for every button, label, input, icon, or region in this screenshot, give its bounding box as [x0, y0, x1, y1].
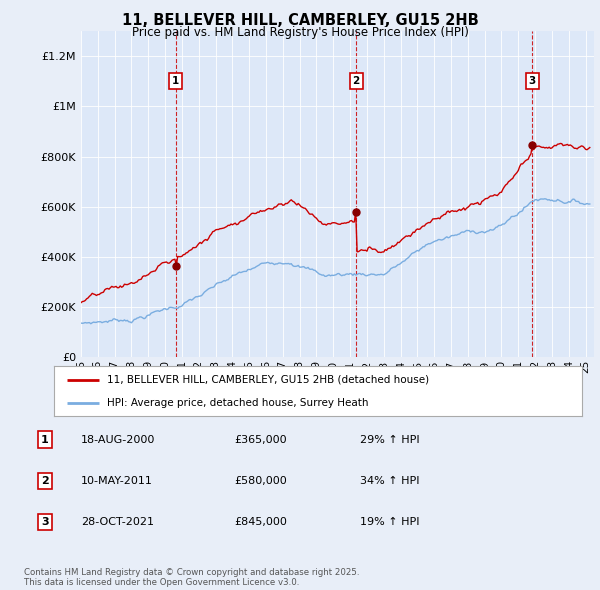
Text: Price paid vs. HM Land Registry's House Price Index (HPI): Price paid vs. HM Land Registry's House … — [131, 26, 469, 39]
Text: 10-MAY-2011: 10-MAY-2011 — [81, 476, 153, 486]
Text: 2: 2 — [353, 76, 360, 86]
Text: 29% ↑ HPI: 29% ↑ HPI — [360, 435, 419, 444]
Text: £580,000: £580,000 — [234, 476, 287, 486]
Text: 3: 3 — [529, 76, 536, 86]
Text: HPI: Average price, detached house, Surrey Heath: HPI: Average price, detached house, Surr… — [107, 398, 368, 408]
Text: 28-OCT-2021: 28-OCT-2021 — [81, 517, 154, 527]
Text: 1: 1 — [172, 76, 179, 86]
Text: 34% ↑ HPI: 34% ↑ HPI — [360, 476, 419, 486]
Text: £365,000: £365,000 — [234, 435, 287, 444]
Text: Contains HM Land Registry data © Crown copyright and database right 2025.
This d: Contains HM Land Registry data © Crown c… — [24, 568, 359, 587]
Text: 11, BELLEVER HILL, CAMBERLEY, GU15 2HB (detached house): 11, BELLEVER HILL, CAMBERLEY, GU15 2HB (… — [107, 375, 429, 385]
Text: 19% ↑ HPI: 19% ↑ HPI — [360, 517, 419, 527]
Text: 18-AUG-2000: 18-AUG-2000 — [81, 435, 155, 444]
Text: 2: 2 — [41, 476, 49, 486]
Text: £845,000: £845,000 — [234, 517, 287, 527]
Text: 3: 3 — [41, 517, 49, 527]
Text: 11, BELLEVER HILL, CAMBERLEY, GU15 2HB: 11, BELLEVER HILL, CAMBERLEY, GU15 2HB — [122, 13, 478, 28]
Text: 1: 1 — [41, 435, 49, 444]
